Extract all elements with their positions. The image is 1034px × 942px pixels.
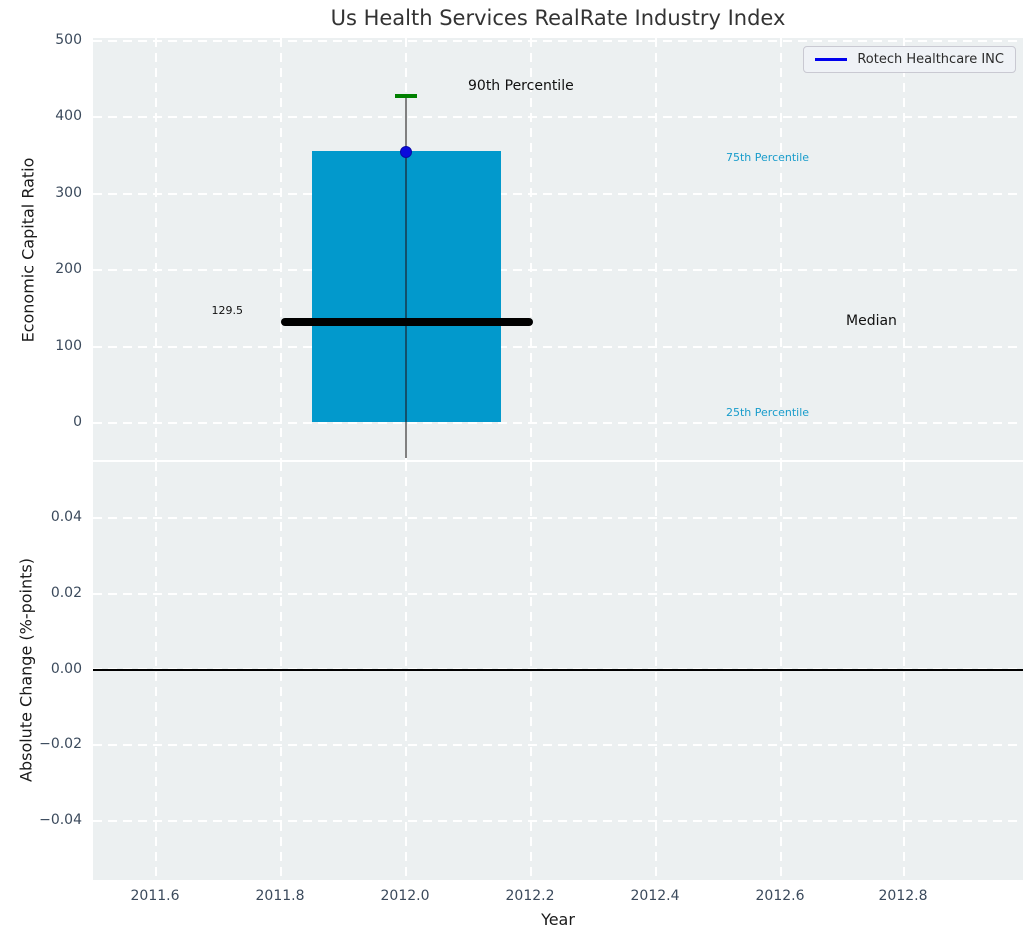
gridline-h bbox=[93, 593, 1023, 595]
legend-label: Rotech Healthcare INC bbox=[857, 52, 1004, 67]
gridline-v bbox=[530, 462, 532, 880]
median-annotation: Median bbox=[846, 313, 897, 329]
gridline-h bbox=[93, 116, 1023, 118]
ytick-top: 0 bbox=[73, 414, 82, 430]
gridline-h bbox=[93, 40, 1023, 42]
ytick-bottom: 0.02 bbox=[50, 585, 82, 601]
axes-top-economic-capital-ratio: 129.5 90th Percentile 75th Percentile Me… bbox=[93, 38, 1023, 460]
boxplot-90th-percentile-cap bbox=[395, 94, 417, 98]
ytick-top: 100 bbox=[55, 338, 82, 354]
ytick-bottom: 0.04 bbox=[50, 509, 82, 525]
chart-title: Us Health Services RealRate Industry Ind… bbox=[330, 6, 786, 30]
gridline-v bbox=[155, 462, 157, 880]
xtick: 2012.2 bbox=[505, 888, 555, 904]
xtick: 2011.6 bbox=[130, 888, 180, 904]
p90-annotation: 90th Percentile bbox=[468, 78, 574, 94]
gridline-v bbox=[655, 462, 657, 880]
ylabel-top: Economic Capital Ratio bbox=[18, 157, 38, 343]
ylabel-bottom: Absolute Change (%-points) bbox=[16, 558, 36, 782]
ytick-top: 300 bbox=[55, 185, 82, 201]
gridline-h bbox=[93, 422, 1023, 424]
xlabel: Year bbox=[541, 910, 575, 929]
p75-annotation: 75th Percentile bbox=[726, 151, 810, 164]
gridline-h bbox=[93, 820, 1023, 822]
ytick-top: 200 bbox=[55, 261, 82, 277]
xtick: 2011.8 bbox=[255, 888, 305, 904]
series-marker-dot bbox=[400, 146, 412, 158]
ytick-bottom: −0.02 bbox=[39, 736, 82, 752]
gridline-v bbox=[655, 38, 657, 460]
gridline-v bbox=[280, 38, 282, 460]
xtick: 2012.6 bbox=[755, 888, 805, 904]
gridline-v bbox=[903, 462, 905, 880]
legend: Rotech Healthcare INC bbox=[803, 46, 1016, 73]
gridline-v bbox=[280, 462, 282, 880]
xtick: 2012.0 bbox=[380, 888, 430, 904]
ytick-top: 500 bbox=[55, 32, 82, 48]
gridline-v bbox=[780, 462, 782, 880]
ytick-bottom: 0.00 bbox=[50, 661, 82, 677]
median-value-annotation: 129.5 bbox=[211, 304, 244, 317]
gridline-v bbox=[903, 38, 905, 460]
gridline-h bbox=[93, 346, 1023, 348]
gridline-v bbox=[405, 462, 407, 880]
xtick: 2012.8 bbox=[878, 888, 928, 904]
xtick: 2012.4 bbox=[630, 888, 680, 904]
boxplot-box-centerline bbox=[405, 151, 407, 422]
gridline-h bbox=[93, 517, 1023, 519]
legend-line-sample bbox=[815, 58, 848, 61]
gridline-h bbox=[93, 193, 1023, 195]
gridline-h bbox=[93, 744, 1023, 746]
gridline-v bbox=[530, 38, 532, 460]
gridline-v bbox=[780, 38, 782, 460]
zero-line bbox=[93, 669, 1023, 671]
boxplot-median-line bbox=[281, 318, 533, 326]
gridline-h bbox=[93, 269, 1023, 271]
ytick-bottom: −0.04 bbox=[39, 812, 82, 828]
p25-annotation: 25th Percentile bbox=[726, 406, 810, 419]
axes-bottom-absolute-change bbox=[93, 462, 1023, 880]
ytick-top: 400 bbox=[55, 108, 82, 124]
gridline-v bbox=[155, 38, 157, 460]
